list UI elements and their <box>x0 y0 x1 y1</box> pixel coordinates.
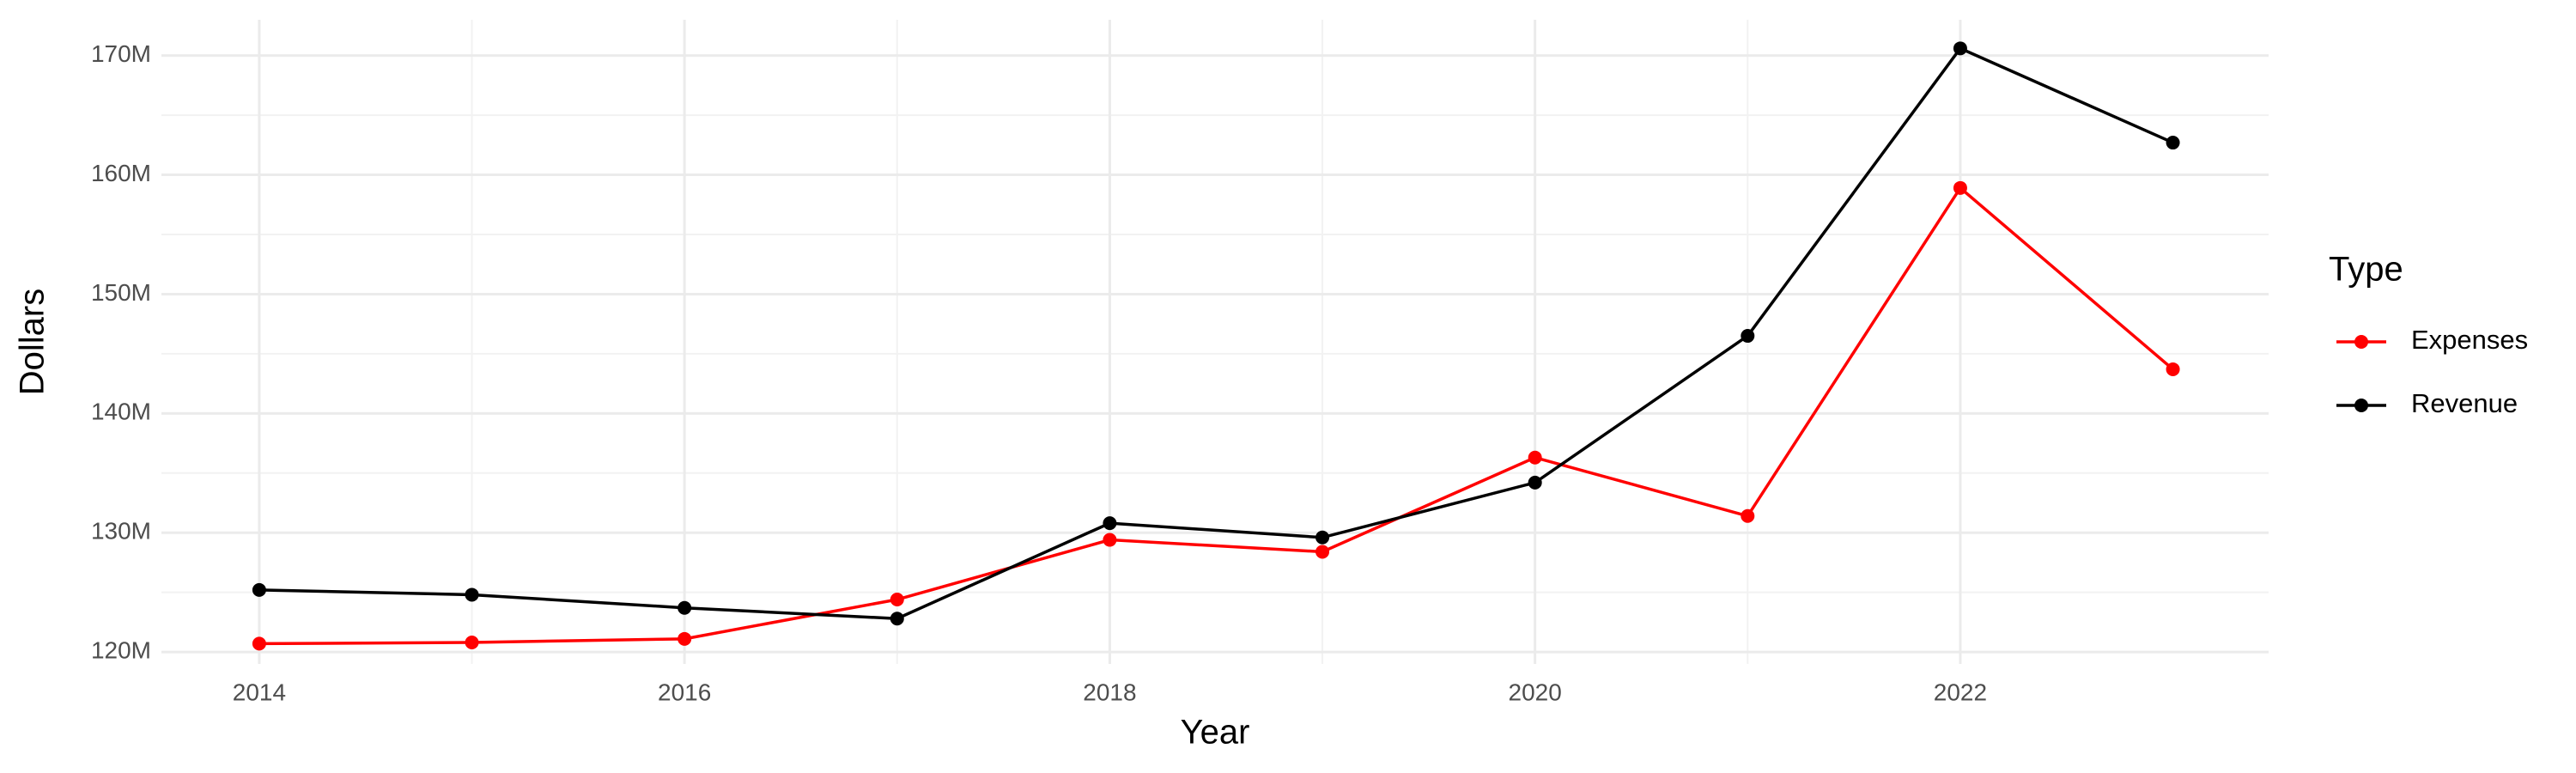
data-point <box>1741 329 1755 344</box>
x-tick-label: 2014 <box>233 679 286 705</box>
y-tick-label: 120M <box>91 637 151 664</box>
y-tick-label: 170M <box>91 40 151 67</box>
y-axis-title: Dollars <box>14 289 52 395</box>
data-point <box>1953 41 1967 56</box>
data-point <box>1953 180 1967 195</box>
legend-label: Revenue <box>2411 388 2518 418</box>
x-axis-title: Year <box>1181 714 1250 752</box>
data-point <box>465 636 479 649</box>
y-tick-label: 150M <box>91 279 151 306</box>
x-tick-label: 2022 <box>1934 679 1987 705</box>
series-line <box>258 186 2174 646</box>
data-point <box>1528 450 1542 465</box>
legend-key-point <box>2354 335 2368 349</box>
data-point <box>252 582 266 597</box>
data-point <box>677 600 692 615</box>
x-tick-label: 2020 <box>1509 679 1562 705</box>
data-point <box>1103 516 1117 531</box>
legend-label: Expenses <box>2411 325 2528 355</box>
data-point <box>1315 545 1330 559</box>
data-point <box>465 587 479 602</box>
y-tick-label: 140M <box>91 399 151 425</box>
x-tick-label: 2016 <box>658 679 711 705</box>
data-point <box>1741 508 1755 523</box>
series-line <box>258 46 2174 620</box>
data-point <box>2166 136 2180 150</box>
data-point <box>890 612 904 626</box>
legend-title: Type <box>2329 251 2403 289</box>
y-tick-label: 130M <box>91 518 151 545</box>
data-point <box>1315 530 1330 545</box>
data-point <box>2166 362 2180 376</box>
data-point <box>1103 533 1117 547</box>
data-point <box>252 636 266 651</box>
data-point <box>890 593 904 606</box>
y-tick-label: 160M <box>91 160 151 186</box>
data-point <box>677 631 692 646</box>
legend-key-point <box>2354 399 2368 412</box>
data-point <box>1528 475 1542 490</box>
x-tick-label: 2018 <box>1083 679 1136 705</box>
